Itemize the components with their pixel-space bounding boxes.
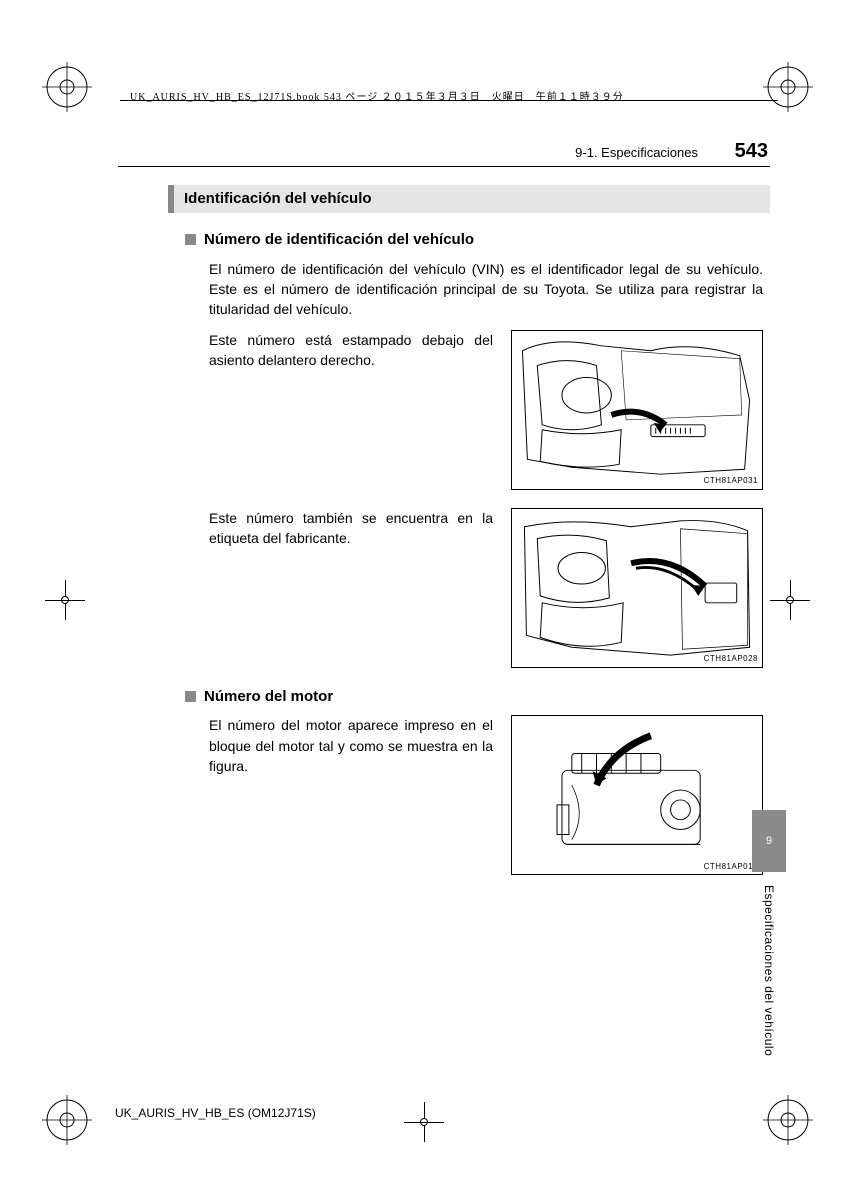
figure-vin-label: CTH81AP028 xyxy=(511,508,763,668)
subheading-engine-text: Número del motor xyxy=(204,688,333,705)
engine-number-row: El número del motor aparece impreso en e… xyxy=(209,715,763,875)
chapter-side-label: Especificaciones del vehículo xyxy=(762,885,776,1056)
square-bullet-icon xyxy=(185,691,196,702)
crossmark-bottom xyxy=(404,1102,444,1142)
section-label: 9-1. Especificaciones xyxy=(575,145,698,160)
vin-location-text-2: Este número también se encuentra en la e… xyxy=(209,508,493,668)
print-header-text: UK_AURIS_HV_HB_ES_12J71S.book 543 ページ ２０… xyxy=(130,88,624,103)
figure-caption-2: CTH81AP028 xyxy=(704,653,758,665)
engine-number-text: El número del motor aparece impreso en e… xyxy=(209,715,493,875)
regmark-bottom-right xyxy=(763,1095,813,1145)
regmark-top-right xyxy=(763,62,813,112)
vin-location-row-2: Este número también se encuentra en la e… xyxy=(209,508,763,668)
regmark-bottom-left xyxy=(42,1095,92,1145)
vin-intro-paragraph: El número de identificación del vehículo… xyxy=(209,259,763,320)
chapter-tab: 9 xyxy=(752,810,786,872)
subheading-vin-text: Número de identificación del vehículo xyxy=(204,231,474,248)
page-number: 543 xyxy=(735,140,768,163)
header-rule xyxy=(118,166,770,167)
section-title: Identificación del vehículo xyxy=(168,185,770,213)
figure-caption-3: CTH81AP010 xyxy=(704,861,758,873)
subheading-engine: Número del motor xyxy=(185,686,763,708)
figure-engine: CTH81AP010 xyxy=(511,715,763,875)
chapter-tab-number: 9 xyxy=(766,835,772,847)
regmark-top-left xyxy=(42,62,92,112)
footer-doc-id: UK_AURIS_HV_HB_ES (OM12J71S) xyxy=(115,1106,316,1120)
vin-location-row-1: Este número está estampado debajo del as… xyxy=(209,330,763,490)
subheading-vin: Número de identificación del vehículo xyxy=(185,229,763,251)
figure-vin-seat: CTH81AP031 xyxy=(511,330,763,490)
vin-location-text-1: Este número está estampado debajo del as… xyxy=(209,330,493,490)
main-content: Número de identificación del vehículo El… xyxy=(185,225,763,893)
square-bullet-icon xyxy=(185,234,196,245)
figure-caption-1: CTH81AP031 xyxy=(704,475,758,487)
crossmark-left xyxy=(45,580,85,620)
crossmark-right xyxy=(770,580,810,620)
